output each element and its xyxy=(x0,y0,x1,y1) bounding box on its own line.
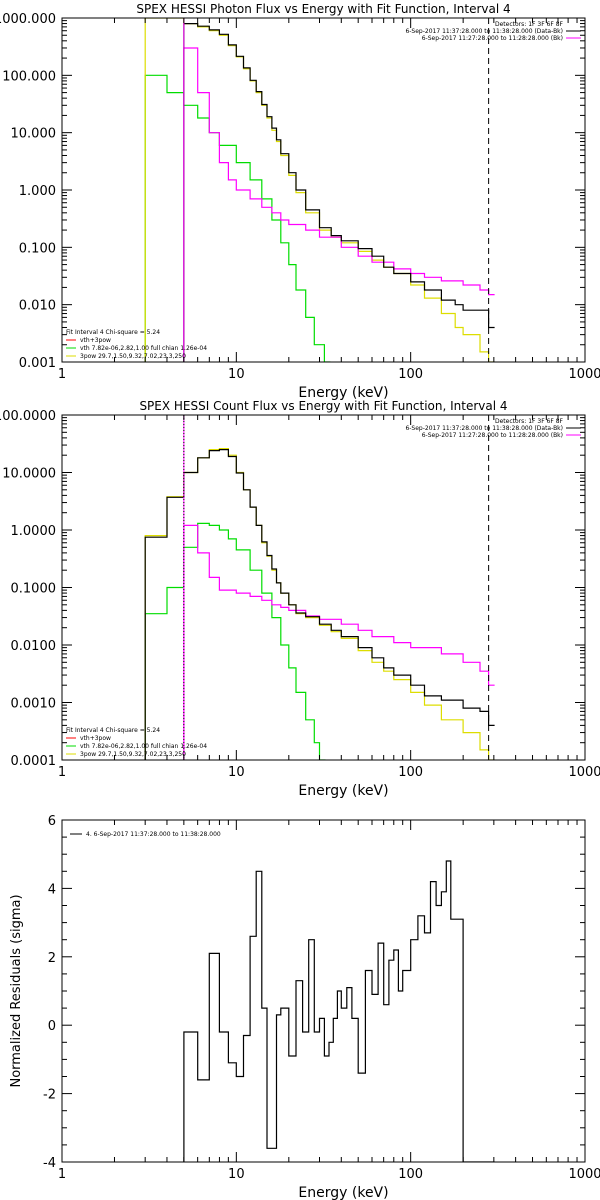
y-tick-label: 0.010 xyxy=(19,299,56,314)
x-tick-label: 1000 xyxy=(568,765,600,780)
x-tick-label: 1000 xyxy=(568,1167,600,1182)
x-tick-label: 100 xyxy=(398,1167,423,1182)
x-axis-label: Energy (keV) xyxy=(298,1185,388,1200)
x-tick-label: 10 xyxy=(228,367,245,382)
y-tick-label: 1000.000 xyxy=(0,12,56,27)
legend-entry: 6-Sep-2017 11:27:28.000 to 11:28:28.000 … xyxy=(422,35,563,42)
legend-entry: vth+3pow xyxy=(80,337,111,344)
series-group xyxy=(144,18,495,362)
chart-title: SPEX HESSI Photon Flux vs Energy with Fi… xyxy=(136,2,510,16)
legend-entry: Detectors: 1F 3F 6F 8F xyxy=(495,21,564,28)
chart-panel-3: 1 10 100 1000 Energy (keV) -4 -2 0 2 4 6 Normalized… xyxy=(9,814,600,1200)
x-axis: 1 10 100 1000 xyxy=(58,820,600,1182)
y-axis: -4 -2 0 2 4 6 xyxy=(43,814,585,1171)
y-tick-label: 0.100 xyxy=(19,241,56,256)
legend-top-left: 4. 6-Sep-2017 11:37:28.000 to 11:38:28.0… xyxy=(70,831,221,838)
y-tick-label: 0.001 xyxy=(19,356,56,371)
series-line-1 xyxy=(183,860,495,1162)
y-tick-label: -4 xyxy=(43,1156,56,1171)
x-tick-label: 1000 xyxy=(568,367,600,382)
series-line-2 xyxy=(144,448,495,760)
series-group xyxy=(144,448,495,760)
x-tick-label: 10 xyxy=(228,1167,245,1182)
plot-frame xyxy=(61,414,586,761)
series-line-3 xyxy=(183,524,495,760)
legend-entry: 4. 6-Sep-2017 11:37:28.000 to 11:38:28.0… xyxy=(86,831,221,838)
series-line-4 xyxy=(183,23,495,362)
y-tick-label: 0.0010 xyxy=(11,697,57,712)
y-tick-label: 10.0000 xyxy=(2,467,56,482)
x-tick-label: 1 xyxy=(58,1167,66,1182)
y-tick-label: 4 xyxy=(48,882,56,897)
legend-entry: Fit Interval 4 Chi-square = 5.24 xyxy=(66,727,160,734)
x-axis-label: Energy (keV) xyxy=(298,783,388,799)
y-axis: 0.001 0.010 0.100 1.000 10.000 100.000 1000.00… xyxy=(0,12,585,371)
x-tick-label: 1 xyxy=(58,367,66,382)
x-tick-label: 1 xyxy=(58,765,66,780)
x-axis-label: Energy (keV) xyxy=(298,385,388,401)
legend-bottom-left: Fit Interval 4 Chi-square = 5.24vth+3pow… xyxy=(66,329,207,360)
legend-entry: 3pow 29.7,1.50,9.32,7.02,23.3,250 xyxy=(80,353,186,360)
y-tick-label: 1.0000 xyxy=(11,524,57,539)
y-axis: 0.0001 0.0010 0.0100 0.1000 1.0000 10.0000 100… xyxy=(0,409,585,769)
y-tick-label: 0.0001 xyxy=(11,754,57,769)
y-tick-label: 100.000 xyxy=(2,69,56,84)
legend-entry: 6-Sep-2017 11:37:28.000 to 11:38:28.000 … xyxy=(405,28,563,35)
series-line-1 xyxy=(144,74,331,362)
series-group xyxy=(183,860,495,1162)
legend-entry: 6-Sep-2017 11:27:28.000 to 11:28:28.000 … xyxy=(422,432,563,439)
series-line-4 xyxy=(144,449,495,760)
legend-entry: Detectors: 1F 3F 6F 8F xyxy=(495,418,564,425)
legend-bottom-left: Fit Interval 4 Chi-square = 5.24vth+3pow… xyxy=(66,727,207,758)
series-line-1 xyxy=(144,522,326,760)
plot-frame xyxy=(61,819,586,1163)
y-tick-label: -2 xyxy=(43,1088,56,1103)
chart-panel-1: 1 10 100 1000 Energy (keV) 0.001 0.010 0.100 1.0… xyxy=(0,2,600,401)
legend-entry: vth 7.82e-06,2.82,1.00 full chian 1.26e-… xyxy=(80,345,207,352)
y-tick-label: 0.0100 xyxy=(11,639,57,654)
y-tick-label: 0 xyxy=(48,1019,56,1034)
y-tick-label: 0.1000 xyxy=(11,582,57,597)
x-axis: 1 10 100 1000 xyxy=(58,18,600,382)
x-axis: 1 10 100 1000 xyxy=(58,415,600,780)
y-axis-label: Normalized Residuals (sigma) xyxy=(9,894,24,1087)
legend-entry: 3pow 29.7,1.50,9.32,7.02,23.3,250 xyxy=(80,751,186,758)
y-tick-label: 10.000 xyxy=(11,127,57,142)
legend-top-right: Detectors: 1F 3F 6F 8F6-Sep-2017 11:37:2… xyxy=(405,21,581,42)
plot-frame xyxy=(61,17,586,363)
y-tick-label: 6 xyxy=(48,814,56,829)
legend-entry: vth+3pow xyxy=(80,735,111,742)
y-tick-label: 100.0000 xyxy=(0,409,56,424)
x-tick-label: 100 xyxy=(398,765,423,780)
legend-top-right: Detectors: 1F 3F 6F 8F6-Sep-2017 11:37:2… xyxy=(405,418,581,439)
x-tick-label: 10 xyxy=(228,765,245,780)
legend-entry: Fit Interval 4 Chi-square = 5.24 xyxy=(66,329,160,336)
y-tick-label: 2 xyxy=(48,951,56,966)
legend-entry: vth 7.82e-06,2.82,1.00 full chian 1.26e-… xyxy=(80,743,207,750)
series-line-3 xyxy=(183,47,495,362)
chart-title: SPEX HESSI Count Flux vs Energy with Fit… xyxy=(139,399,507,413)
y-tick-label: 1.000 xyxy=(19,184,56,199)
legend-entry: 6-Sep-2017 11:37:28.000 to 11:38:28.000 … xyxy=(405,425,563,432)
chart-panel-2: 1 10 100 1000 Energy (keV) 0.0001 0.0010 0.0100… xyxy=(0,399,600,799)
x-tick-label: 100 xyxy=(398,367,423,382)
